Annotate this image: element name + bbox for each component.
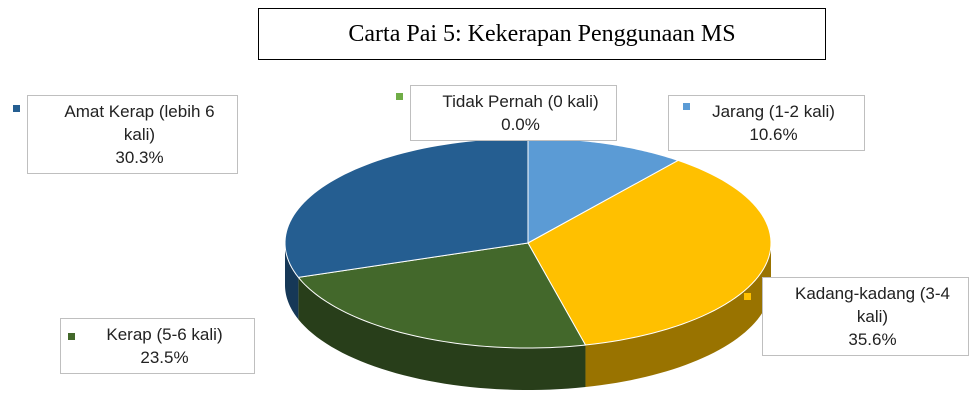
legend-marker (744, 293, 751, 300)
data-label: Amat Kerap (lebih 6 kali) 30.3% (27, 95, 238, 174)
category-label: Kadang-kadang (3-4 kali) (794, 284, 950, 326)
data-label: Kadang-kadang (3-4 kali) 35.6% (762, 277, 969, 356)
pie-slice (284, 137, 529, 320)
slice-top (297, 242, 587, 349)
value-label: 35.6% (848, 330, 897, 349)
value-label: 10.6% (749, 125, 798, 144)
legend-marker (396, 93, 403, 100)
category-label: Kerap (5-6 kali) (106, 325, 223, 344)
category-label: Tidak Pernah (0 kali) (442, 92, 599, 111)
slice-side (585, 243, 771, 388)
slice-side (298, 277, 586, 390)
slice-side (285, 243, 299, 320)
category-label: Jarang (1-2 kali) (712, 102, 835, 121)
value-label: 30.3% (115, 148, 164, 167)
pie-slice (297, 242, 587, 390)
slice-top (284, 137, 529, 278)
legend-marker (68, 333, 75, 340)
data-label: Jarang (1-2 kali) 10.6% (668, 95, 865, 151)
legend-marker (683, 103, 690, 110)
data-label: Tidak Pernah (0 kali) 0.0% (410, 85, 617, 141)
value-label: 23.5% (140, 348, 189, 367)
chart-title: Carta Pai 5: Kekerapan Penggunaan MS (258, 8, 826, 60)
category-label: Amat Kerap (lebih 6 kali) (64, 102, 215, 144)
data-label: Kerap (5-6 kali) 23.5% (60, 318, 255, 374)
pie-slice (527, 159, 772, 388)
value-label: 0.0% (501, 115, 540, 134)
slice-top (527, 159, 772, 346)
legend-marker (13, 105, 20, 112)
